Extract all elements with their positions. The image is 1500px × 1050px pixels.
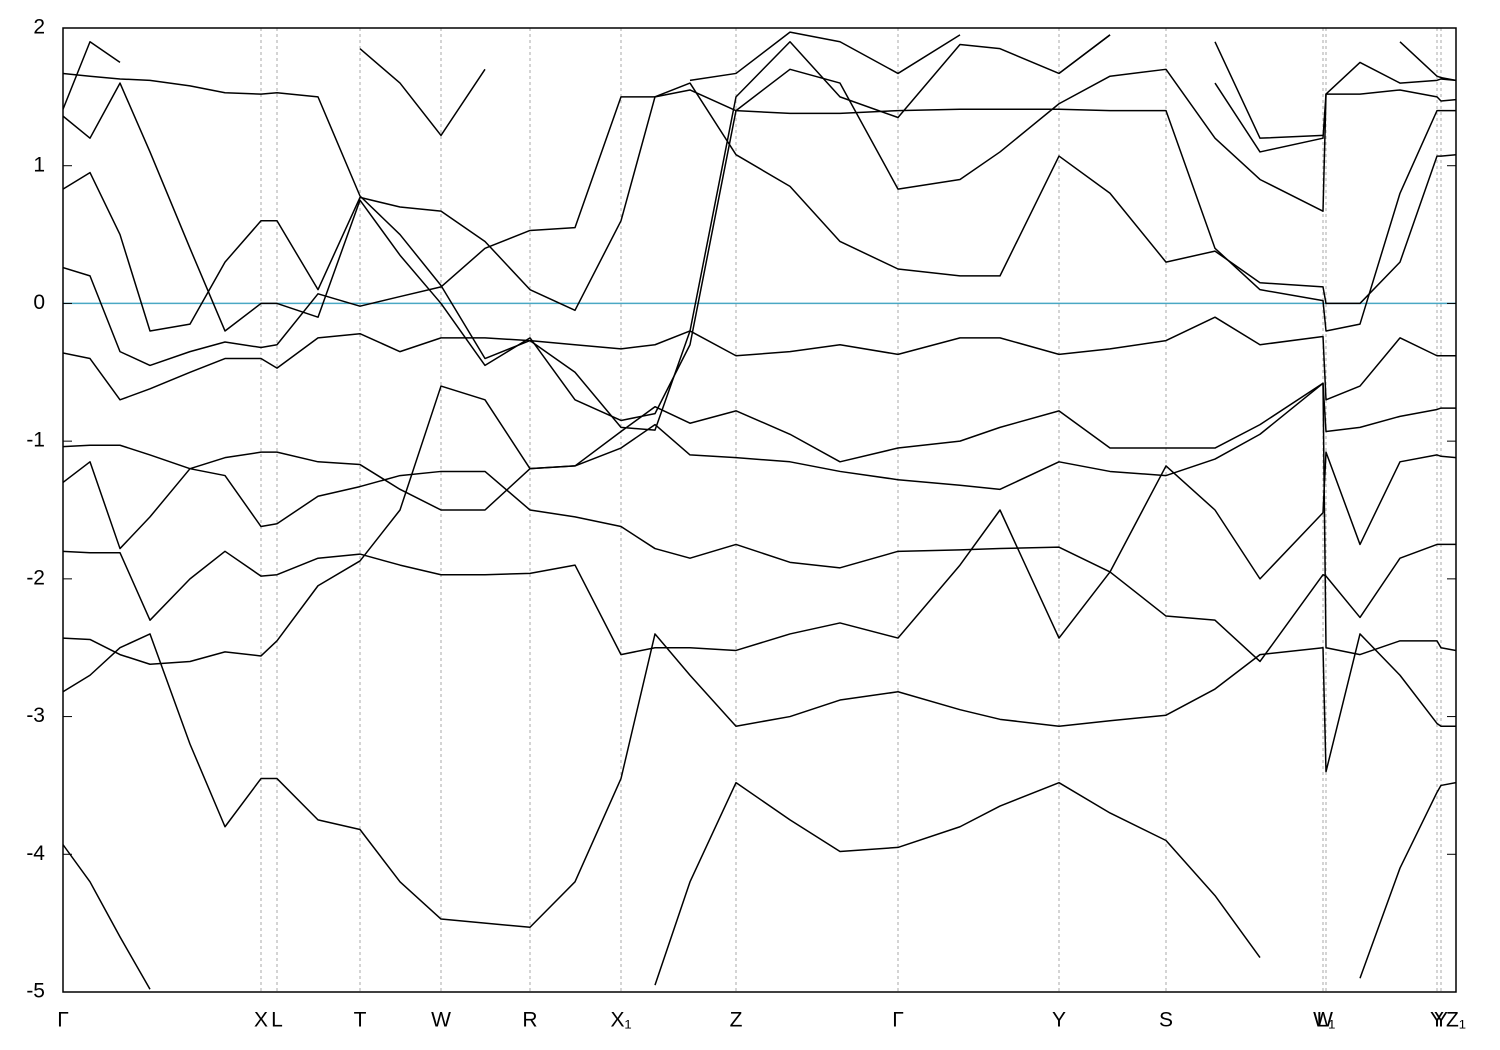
- x-tick-label: T: [354, 1009, 367, 1032]
- band-line: [63, 82, 1456, 332]
- x-tick-label: Γ: [892, 1009, 904, 1032]
- y-tick-label: -2: [26, 566, 45, 589]
- band-line: [1058, 34, 1111, 75]
- band-line: [63, 633, 1456, 929]
- band-line: [63, 68, 1456, 422]
- band-line: [63, 844, 151, 990]
- x-tick-label: L: [271, 1009, 283, 1032]
- x-tick-label: X₁: [610, 1009, 631, 1032]
- x-tick-label: W: [1313, 1009, 1333, 1032]
- band-line: [654, 781, 1261, 986]
- band-line: [1214, 41, 1324, 139]
- x-tick-label: W: [431, 1009, 451, 1032]
- band-line: [63, 316, 1456, 401]
- band-line: [1399, 41, 1456, 82]
- band-line: [63, 451, 1456, 580]
- grid-layer: [62, 28, 1457, 992]
- x-tick-label: Y: [1434, 1009, 1448, 1032]
- x-tick-label: Γ: [57, 1009, 69, 1032]
- y-tick-label: -4: [26, 842, 45, 865]
- x-tick-label: Y: [1052, 1009, 1066, 1032]
- band-line: [689, 31, 961, 82]
- x-tick-label: L₁: [1317, 1009, 1336, 1032]
- y-tick-label: 1: [33, 153, 45, 176]
- band-line: [63, 34, 1111, 431]
- band-line: [63, 41, 121, 110]
- band-line: [63, 89, 1456, 367]
- y-tick-label: -3: [26, 704, 45, 727]
- x-tick-label: Z₁: [1446, 1009, 1466, 1032]
- y-tick-label: 0: [33, 291, 45, 314]
- band-line: [359, 48, 486, 137]
- x-tick-label: S: [1159, 1009, 1173, 1032]
- x-tick-label: Y: [1430, 1009, 1444, 1032]
- y-tick-label: 2: [33, 16, 45, 39]
- band-line: [63, 509, 1456, 663]
- band-line: [63, 382, 1456, 511]
- band-line: [1214, 61, 1456, 153]
- y-tick-label: -1: [26, 429, 45, 452]
- y-tick-label: -5: [26, 980, 45, 1003]
- x-tick-label: X: [254, 1009, 268, 1032]
- x-tick-label: R: [522, 1009, 537, 1032]
- bands-layer: [63, 31, 1456, 990]
- band-line: [63, 382, 1456, 665]
- plot-frame: [62, 27, 1457, 993]
- band-line: [1359, 781, 1456, 979]
- x-tick-label: Z: [730, 1009, 743, 1032]
